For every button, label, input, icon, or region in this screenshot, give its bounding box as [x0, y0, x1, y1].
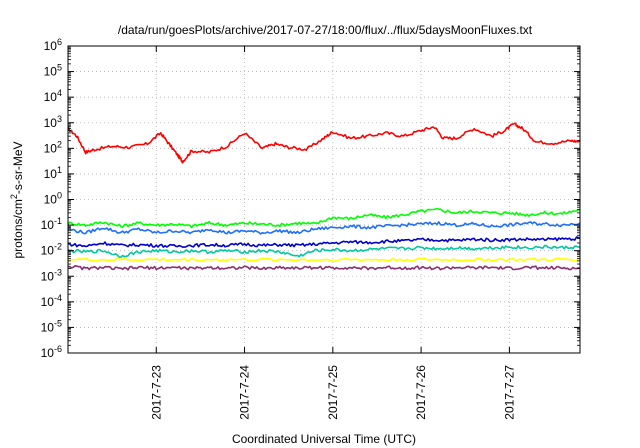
y-tick-label: 104	[44, 88, 62, 104]
y-tick-label-exponent: 2	[57, 139, 62, 149]
y-tick-label-base: 10	[44, 141, 58, 155]
y-tick-label: 100	[44, 191, 62, 207]
series-lines	[67, 122, 581, 271]
y-tick-label: 10-2	[41, 242, 62, 258]
y-tick-label-base: 10	[44, 167, 58, 181]
y-tick-label-base: 10	[41, 269, 55, 283]
y-tick-label: 102	[44, 139, 62, 155]
y-tick-label-exponent: -4	[54, 293, 62, 303]
series-line-2	[67, 207, 580, 229]
y-axis-ticks: 10610510410310210110010-110-210-310-410-…	[41, 37, 580, 360]
x-tick-label: 2017-7-27	[502, 365, 516, 420]
y-axis-label-exponent: 2	[9, 194, 19, 199]
y-tick-label: 10-4	[41, 293, 62, 309]
y-tick-label-exponent: 4	[57, 88, 62, 98]
y-tick-label: 105	[44, 63, 62, 79]
y-tick-label-base: 10	[41, 346, 55, 360]
y-tick-label: 10-1	[41, 216, 62, 232]
x-axis-ticks: 2017-7-23 2017-7-24 2017-7-25 2017-7-26 2017…	[149, 46, 516, 420]
x-axis-label: Coordinated Universal Time (UTC)	[232, 432, 416, 446]
series-line-3	[67, 221, 581, 235]
y-axis-label-unit: protons/cm	[11, 199, 25, 258]
series-line-7	[67, 265, 581, 271]
x-tick-label: 2017-7-24	[238, 365, 252, 420]
x-tick-label: 2017-7-25	[326, 365, 340, 420]
y-tick-label: 10-3	[41, 267, 62, 283]
y-tick-label-exponent: -5	[54, 318, 62, 328]
y-tick-label-exponent: -2	[54, 242, 62, 252]
series-line-4	[68, 236, 581, 248]
y-tick-label-base: 10	[44, 90, 58, 104]
y-tick-label-base: 10	[44, 65, 58, 79]
series-line-6	[67, 257, 581, 262]
series-line-1	[67, 122, 581, 164]
y-tick-label-base: 10	[44, 116, 58, 130]
y-tick-label: 101	[44, 165, 62, 181]
y-tick-label-exponent: 1	[57, 165, 62, 175]
series-line-5	[67, 244, 581, 258]
y-tick-label-exponent: -1	[54, 216, 62, 226]
y-axis-label: protons/cm2-s-sr-MeV	[9, 141, 25, 258]
y-tick-label-exponent: 6	[57, 37, 62, 47]
chart-title: /data/run/goesPlots/archive/2017-07-27/1…	[118, 23, 533, 37]
y-tick-label-exponent: 3	[57, 114, 62, 124]
y-tick-label-base: 10	[44, 193, 58, 207]
y-tick-label: 10-5	[41, 318, 62, 334]
x-tick-label: 2017-7-23	[149, 365, 163, 420]
y-tick-label-base: 10	[41, 295, 55, 309]
y-tick-label-base: 10	[41, 320, 55, 334]
y-tick-label-exponent: -3	[54, 267, 62, 277]
y-tick-label-exponent: 0	[57, 191, 62, 201]
y-axis-label-suffix: -s-sr-MeV	[11, 141, 25, 194]
y-tick-label-base: 10	[41, 218, 55, 232]
y-tick-label: 103	[44, 114, 62, 130]
y-tick-label: 10-6	[41, 344, 62, 360]
y-tick-label-exponent: 5	[57, 63, 62, 73]
y-tick-label: 106	[44, 37, 62, 53]
y-tick-label-base: 10	[44, 39, 58, 53]
y-tick-label-exponent: -6	[54, 344, 62, 354]
grid-lines	[68, 45, 580, 354]
x-tick-label: 2017-7-26	[414, 365, 428, 420]
y-tick-label-base: 10	[41, 244, 55, 258]
